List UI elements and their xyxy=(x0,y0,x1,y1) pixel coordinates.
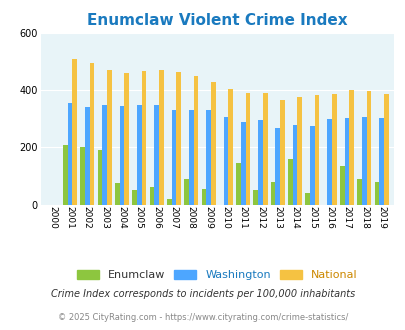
Bar xyxy=(339,166,344,205)
Bar xyxy=(184,179,188,205)
Bar xyxy=(253,190,258,205)
Bar xyxy=(288,159,292,205)
Bar xyxy=(383,94,388,205)
Bar xyxy=(258,120,262,205)
Bar xyxy=(188,110,193,205)
Bar xyxy=(171,110,176,205)
Legend: Enumclaw, Washington, National: Enumclaw, Washington, National xyxy=(72,265,361,285)
Bar xyxy=(206,110,210,205)
Bar xyxy=(297,97,301,205)
Bar xyxy=(210,82,215,205)
Bar xyxy=(176,73,181,205)
Bar xyxy=(292,125,297,205)
Bar xyxy=(90,63,94,205)
Text: Crime Index corresponds to incidents per 100,000 inhabitants: Crime Index corresponds to incidents per… xyxy=(51,289,354,299)
Bar xyxy=(344,118,349,205)
Bar xyxy=(154,105,158,205)
Text: © 2025 CityRating.com - https://www.cityrating.com/crime-statistics/: © 2025 CityRating.com - https://www.city… xyxy=(58,313,347,322)
Bar xyxy=(279,100,284,205)
Bar xyxy=(124,73,129,205)
Bar xyxy=(72,59,77,205)
Bar xyxy=(331,94,336,205)
Bar xyxy=(149,187,154,205)
Bar xyxy=(270,182,275,205)
Bar xyxy=(314,95,319,205)
Bar xyxy=(119,106,124,205)
Bar xyxy=(240,122,245,205)
Bar xyxy=(166,199,171,205)
Bar xyxy=(245,93,249,205)
Bar xyxy=(366,91,371,205)
Bar xyxy=(374,182,378,205)
Bar xyxy=(85,107,90,205)
Bar xyxy=(115,183,119,205)
Bar xyxy=(107,70,111,205)
Bar xyxy=(378,118,383,205)
Bar xyxy=(223,117,228,205)
Bar xyxy=(102,105,107,205)
Bar xyxy=(356,179,361,205)
Title: Enumclaw Violent Crime Index: Enumclaw Violent Crime Index xyxy=(87,13,347,28)
Bar xyxy=(193,76,198,205)
Bar xyxy=(98,150,102,205)
Bar xyxy=(68,103,72,205)
Bar xyxy=(63,145,68,205)
Bar xyxy=(326,119,331,205)
Bar xyxy=(201,189,206,205)
Bar xyxy=(309,126,314,205)
Bar xyxy=(361,117,366,205)
Bar xyxy=(236,163,240,205)
Bar xyxy=(158,70,163,205)
Bar xyxy=(228,89,232,205)
Bar xyxy=(141,71,146,205)
Bar xyxy=(349,90,353,205)
Bar xyxy=(136,105,141,205)
Bar xyxy=(262,93,267,205)
Bar xyxy=(80,148,85,205)
Bar xyxy=(305,193,309,205)
Bar xyxy=(275,128,279,205)
Bar xyxy=(132,190,136,205)
